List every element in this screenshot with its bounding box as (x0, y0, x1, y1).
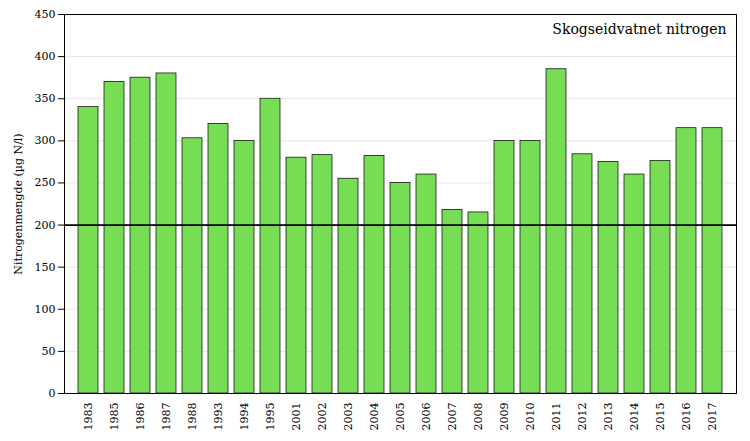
svg-text:350: 350 (35, 92, 56, 105)
svg-text:450: 450 (35, 8, 56, 21)
svg-text:1985: 1985 (108, 403, 121, 431)
svg-text:2011: 2011 (550, 403, 563, 431)
svg-text:2010: 2010 (524, 403, 537, 431)
svg-text:200: 200 (35, 219, 56, 232)
svg-text:2006: 2006 (420, 403, 433, 431)
svg-text:Nitrogenmengde (µg N/l): Nitrogenmengde (µg N/l) (12, 133, 25, 274)
svg-text:2016: 2016 (680, 403, 693, 431)
svg-text:2013: 2013 (602, 403, 615, 431)
svg-text:2015: 2015 (654, 403, 667, 431)
svg-text:1986: 1986 (134, 403, 147, 431)
svg-text:1993: 1993 (212, 403, 225, 431)
svg-text:2005: 2005 (394, 403, 407, 431)
svg-text:2009: 2009 (498, 403, 511, 431)
svg-text:2012: 2012 (576, 403, 589, 431)
svg-text:2017: 2017 (706, 403, 719, 431)
svg-text:400: 400 (35, 50, 56, 63)
svg-text:1995: 1995 (264, 403, 277, 431)
svg-text:2001: 2001 (290, 403, 303, 431)
svg-text:2007: 2007 (446, 403, 459, 431)
svg-text:100: 100 (35, 303, 56, 316)
svg-text:2002: 2002 (316, 403, 329, 431)
svg-text:250: 250 (35, 176, 56, 189)
svg-text:150: 150 (35, 261, 56, 274)
svg-text:2008: 2008 (472, 403, 485, 431)
svg-text:1983: 1983 (82, 403, 95, 431)
svg-text:0: 0 (49, 387, 56, 400)
svg-text:Skogseidvatnet nitrogen: Skogseidvatnet nitrogen (552, 21, 726, 37)
svg-text:2004: 2004 (368, 403, 381, 431)
svg-text:50: 50 (42, 345, 56, 358)
svg-text:1994: 1994 (238, 403, 251, 431)
svg-text:2014: 2014 (628, 403, 641, 431)
svg-text:300: 300 (35, 134, 56, 147)
svg-text:1987: 1987 (160, 403, 173, 431)
svg-text:1988: 1988 (186, 403, 199, 431)
svg-text:2003: 2003 (342, 403, 355, 431)
